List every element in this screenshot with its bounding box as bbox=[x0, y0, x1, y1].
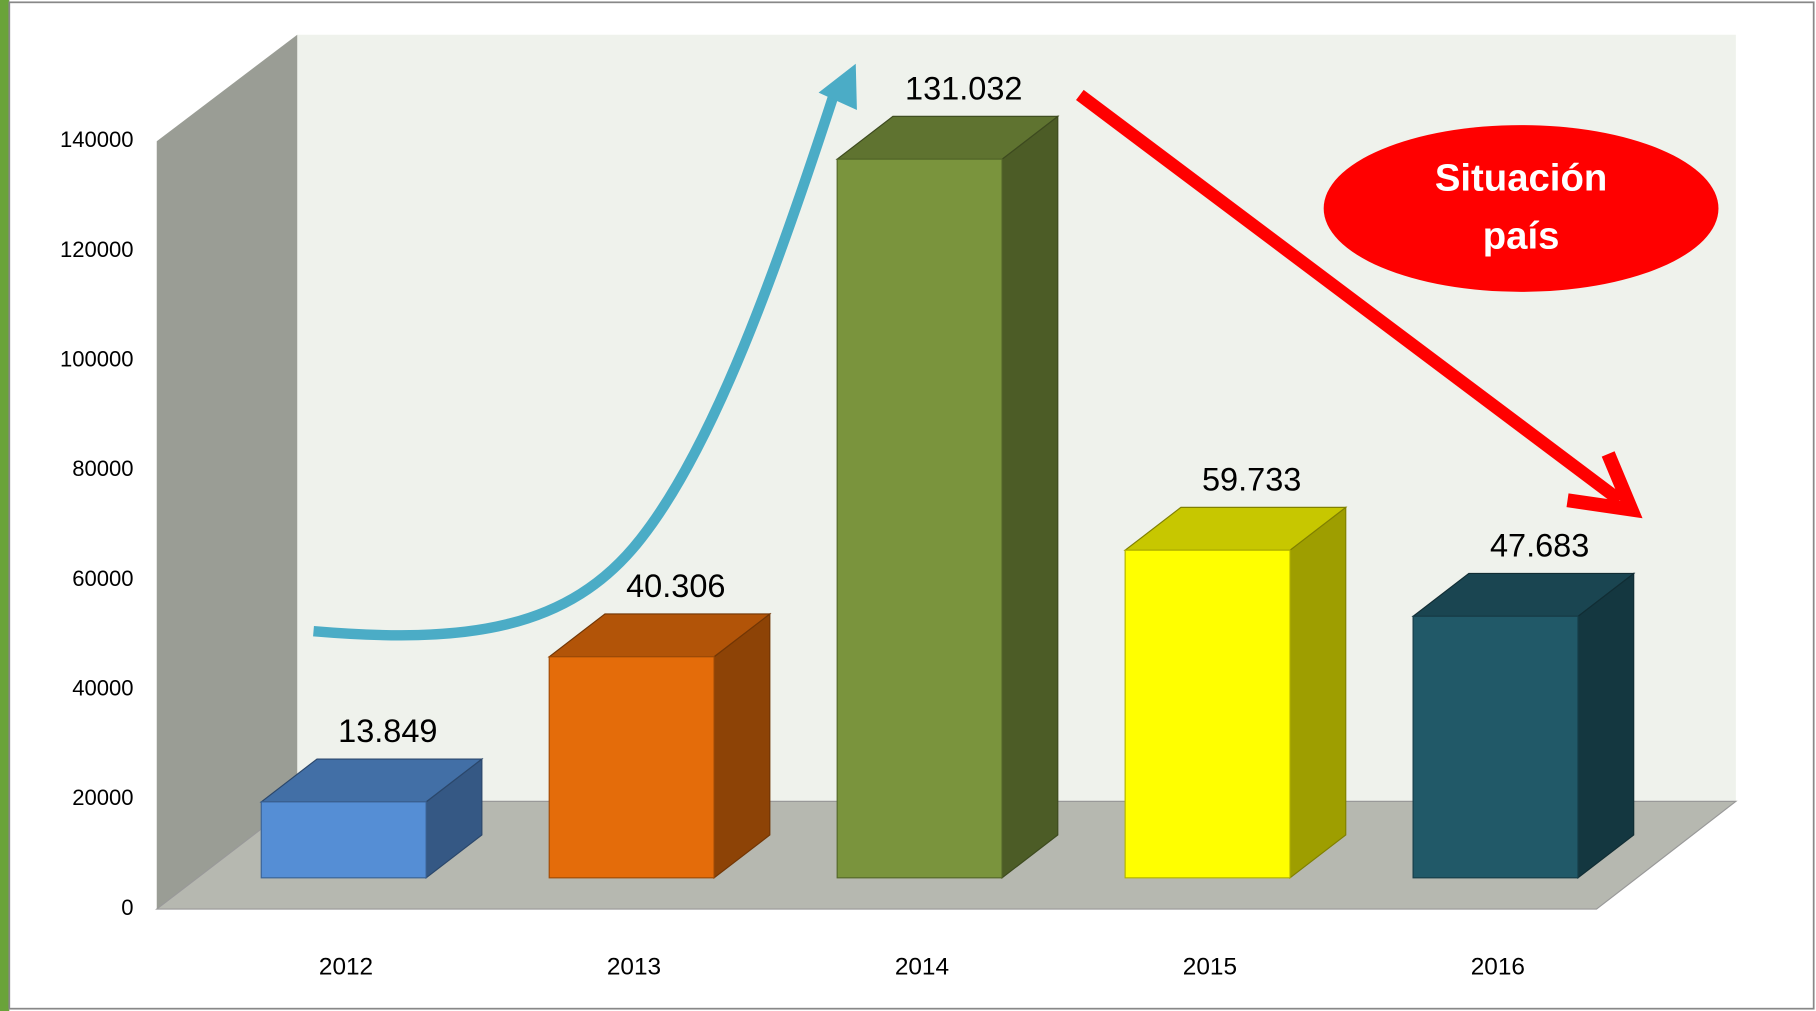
fall-arrow-head bbox=[1566, 451, 1643, 519]
x-tick-label: 2015 bbox=[1183, 954, 1237, 981]
rise-arrow bbox=[313, 93, 839, 641]
bar-side bbox=[713, 612, 771, 879]
left-edge bbox=[0, 0, 10, 1011]
x-tick-label: 2014 bbox=[895, 954, 949, 981]
y-tick-label: 100000 bbox=[60, 346, 134, 371]
bar bbox=[260, 801, 427, 879]
value-label: 131.032 bbox=[905, 70, 1022, 106]
y-tick-label: 40000 bbox=[72, 676, 133, 701]
bar bbox=[836, 158, 1003, 879]
value-label: 59.733 bbox=[1202, 462, 1301, 498]
y-tick-label: 0 bbox=[121, 895, 133, 920]
value-label: 47.683 bbox=[1490, 528, 1589, 564]
y-tick-label: 120000 bbox=[60, 237, 134, 262]
bar-side bbox=[1577, 572, 1635, 879]
y-tick-label: 20000 bbox=[72, 785, 133, 810]
y-tick-label: 140000 bbox=[60, 127, 134, 152]
annotation-text: Situación bbox=[1435, 157, 1607, 200]
x-tick-label: 2016 bbox=[1471, 954, 1525, 981]
x-tick-label: 2012 bbox=[319, 954, 373, 981]
value-label: 40.306 bbox=[626, 568, 725, 604]
frame bbox=[8, 1, 1815, 1010]
x-tick-label: 2013 bbox=[607, 954, 661, 981]
bar bbox=[1124, 549, 1291, 879]
annotation-bubble bbox=[1323, 125, 1719, 292]
y-tick-label: 60000 bbox=[72, 566, 133, 591]
annotation-text: país bbox=[1483, 215, 1560, 258]
value-label: 13.849 bbox=[338, 713, 437, 749]
bar-side bbox=[1289, 506, 1347, 879]
y-tick-label: 80000 bbox=[72, 456, 133, 481]
side-wall bbox=[156, 34, 298, 910]
bar bbox=[1412, 615, 1579, 879]
bar-side bbox=[1001, 115, 1059, 879]
bar bbox=[548, 656, 715, 879]
fall-arrow bbox=[1076, 89, 1624, 506]
rise-arrow-head bbox=[818, 63, 857, 111]
